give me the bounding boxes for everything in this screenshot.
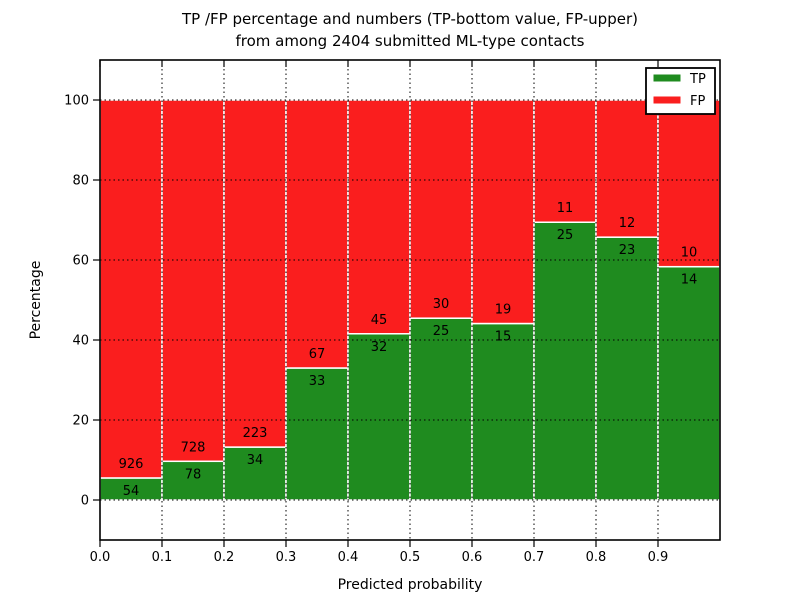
tp-count-label: 14 — [681, 273, 698, 288]
legend: TP FP — [645, 67, 716, 115]
tp-count-label: 34 — [247, 453, 264, 468]
bar-segment-tp — [471, 322, 535, 501]
bar-segment-fp — [409, 99, 473, 319]
x-tick-label: 0.4 — [338, 550, 359, 565]
bar-segment-fp — [347, 99, 411, 335]
y-tick-label: 80 — [72, 174, 89, 189]
bar-segment-fp — [161, 99, 225, 463]
tp-count-label: 23 — [619, 243, 636, 258]
chart-title-line2: from among 2404 submitted ML-type contac… — [235, 32, 585, 50]
fp-count-label: 30 — [433, 297, 450, 312]
legend-label-fp: FP — [690, 94, 705, 109]
fp-count-label: 67 — [309, 347, 326, 362]
bar-segment-fp — [657, 99, 721, 268]
y-tick-label: 0 — [81, 494, 89, 509]
x-tick-label: 0.5 — [400, 550, 421, 565]
bar-segment-fp — [471, 99, 535, 325]
ticks — [93, 60, 659, 547]
tp-count-label: 54 — [123, 484, 140, 499]
y-tick-label: 60 — [72, 254, 89, 269]
fp-count-label: 10 — [681, 246, 698, 261]
tp-count-label: 33 — [309, 374, 326, 389]
bar-segment-fp — [223, 99, 287, 448]
legend-swatch-fp — [652, 95, 682, 105]
y-tick-label: 20 — [72, 414, 89, 429]
x-tick-label: 0.9 — [648, 550, 669, 565]
bar-segment-fp — [595, 99, 659, 238]
fp-count-label: 728 — [181, 440, 206, 455]
tp-count-label: 15 — [495, 330, 512, 345]
fp-count-label: 926 — [119, 457, 144, 472]
tp-count-label: 25 — [433, 324, 450, 339]
x-tick-label: 0.3 — [276, 550, 297, 565]
legend-swatch-tp — [652, 73, 682, 83]
bars — [99, 99, 721, 501]
bar-segment-tp — [409, 317, 473, 501]
fp-count-label: 12 — [619, 216, 636, 231]
fp-count-label: 45 — [371, 313, 388, 328]
chart-title: TP /FP percentage and numbers (TP-bottom… — [100, 8, 720, 52]
fp-count-label: 11 — [557, 201, 574, 216]
bar-segment-tp — [347, 333, 411, 501]
bar-segment-tp — [595, 236, 659, 501]
tp-count-label: 78 — [185, 467, 202, 482]
legend-label-tp: TP — [689, 72, 706, 87]
y-tick-label: 40 — [72, 334, 89, 349]
bar-segment-tp — [657, 265, 721, 501]
x-tick-label: 0.8 — [586, 550, 607, 565]
x-tick-label: 0.7 — [524, 550, 545, 565]
bar-segment-tp — [533, 221, 597, 501]
bar-segment-fp — [99, 99, 163, 479]
x-tick-label: 0.1 — [152, 550, 173, 565]
x-tick-label: 0.0 — [90, 550, 111, 565]
bar-segment-fp — [285, 99, 349, 369]
x-axis-label: Predicted probability — [337, 577, 483, 593]
bar-segment-tp — [161, 460, 225, 501]
y-tick-label: 100 — [64, 94, 89, 109]
tp-count-label: 25 — [557, 228, 574, 243]
x-tick-label: 0.2 — [214, 550, 235, 565]
fp-count-label: 223 — [243, 426, 268, 441]
tp-count-label: 32 — [371, 340, 388, 355]
fp-count-label: 19 — [495, 303, 512, 318]
x-tick-label: 0.6 — [462, 550, 483, 565]
chart-title-line1: TP /FP percentage and numbers (TP-bottom… — [182, 10, 638, 28]
